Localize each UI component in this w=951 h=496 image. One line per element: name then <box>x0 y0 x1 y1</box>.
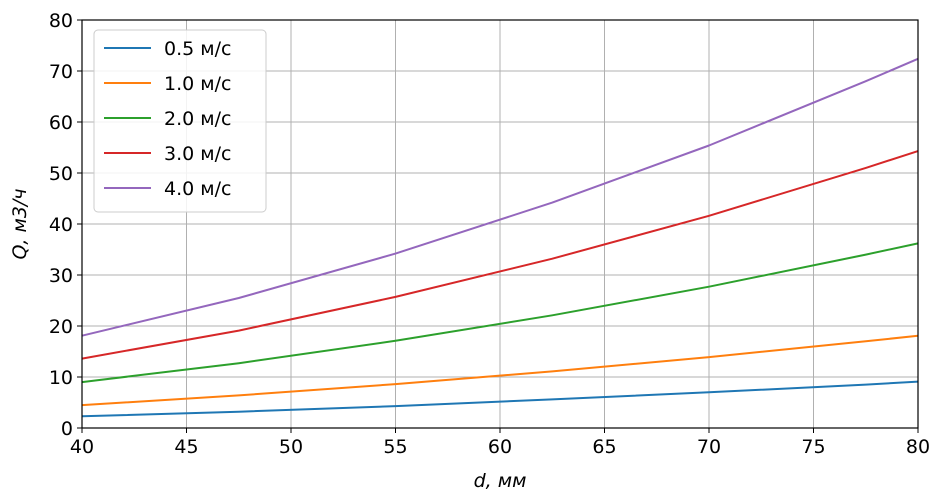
y-axis-label: Q, м3/ч <box>9 188 31 259</box>
x-tick-label: 45 <box>174 436 198 458</box>
x-tick-label: 55 <box>383 436 407 458</box>
series-line-3 <box>81 150 919 360</box>
x-tick-label: 75 <box>801 436 825 458</box>
legend-label: 3.0 м/с <box>164 143 231 165</box>
legend-label: 1.0 м/с <box>164 73 231 95</box>
x-tick-label: 80 <box>906 436 930 458</box>
y-tick-label: 20 <box>49 316 73 338</box>
y-tick-label: 30 <box>49 265 73 287</box>
x-tick-label: 70 <box>697 436 721 458</box>
series-line-4 <box>81 57 919 337</box>
legend-label: 2.0 м/с <box>164 108 231 130</box>
legend-label: 0.5 м/с <box>164 38 231 60</box>
y-tick-label: 0 <box>61 418 73 440</box>
series-line-1 <box>81 334 919 407</box>
y-tick-label: 10 <box>49 367 73 389</box>
y-tick-label: 50 <box>49 163 73 185</box>
y-tick-label: 80 <box>49 10 73 32</box>
legend-box <box>93 29 267 213</box>
legend: 0.5 м/с 1.0 м/с 2.0 м/с 3.0 м/с 4.0 м/с <box>93 29 267 213</box>
x-tick-label: 40 <box>70 436 94 458</box>
x-tick-label: 50 <box>279 436 303 458</box>
y-tick-label: 60 <box>49 112 73 134</box>
y-tick-label: 70 <box>49 61 73 83</box>
legend-label: 4.0 м/с <box>164 178 231 200</box>
ticks: 40 45 50 55 60 65 70 75 80 0 10 20 30 40 50 60 70 80 <box>49 10 930 458</box>
x-tick-label: 60 <box>488 436 512 458</box>
series-line-2 <box>81 242 919 384</box>
y-tick-label: 40 <box>49 214 73 236</box>
x-axis-label: d, мм <box>474 470 527 492</box>
series-line-0 <box>81 380 919 418</box>
x-tick-label: 65 <box>592 436 616 458</box>
series-lines <box>81 57 919 418</box>
